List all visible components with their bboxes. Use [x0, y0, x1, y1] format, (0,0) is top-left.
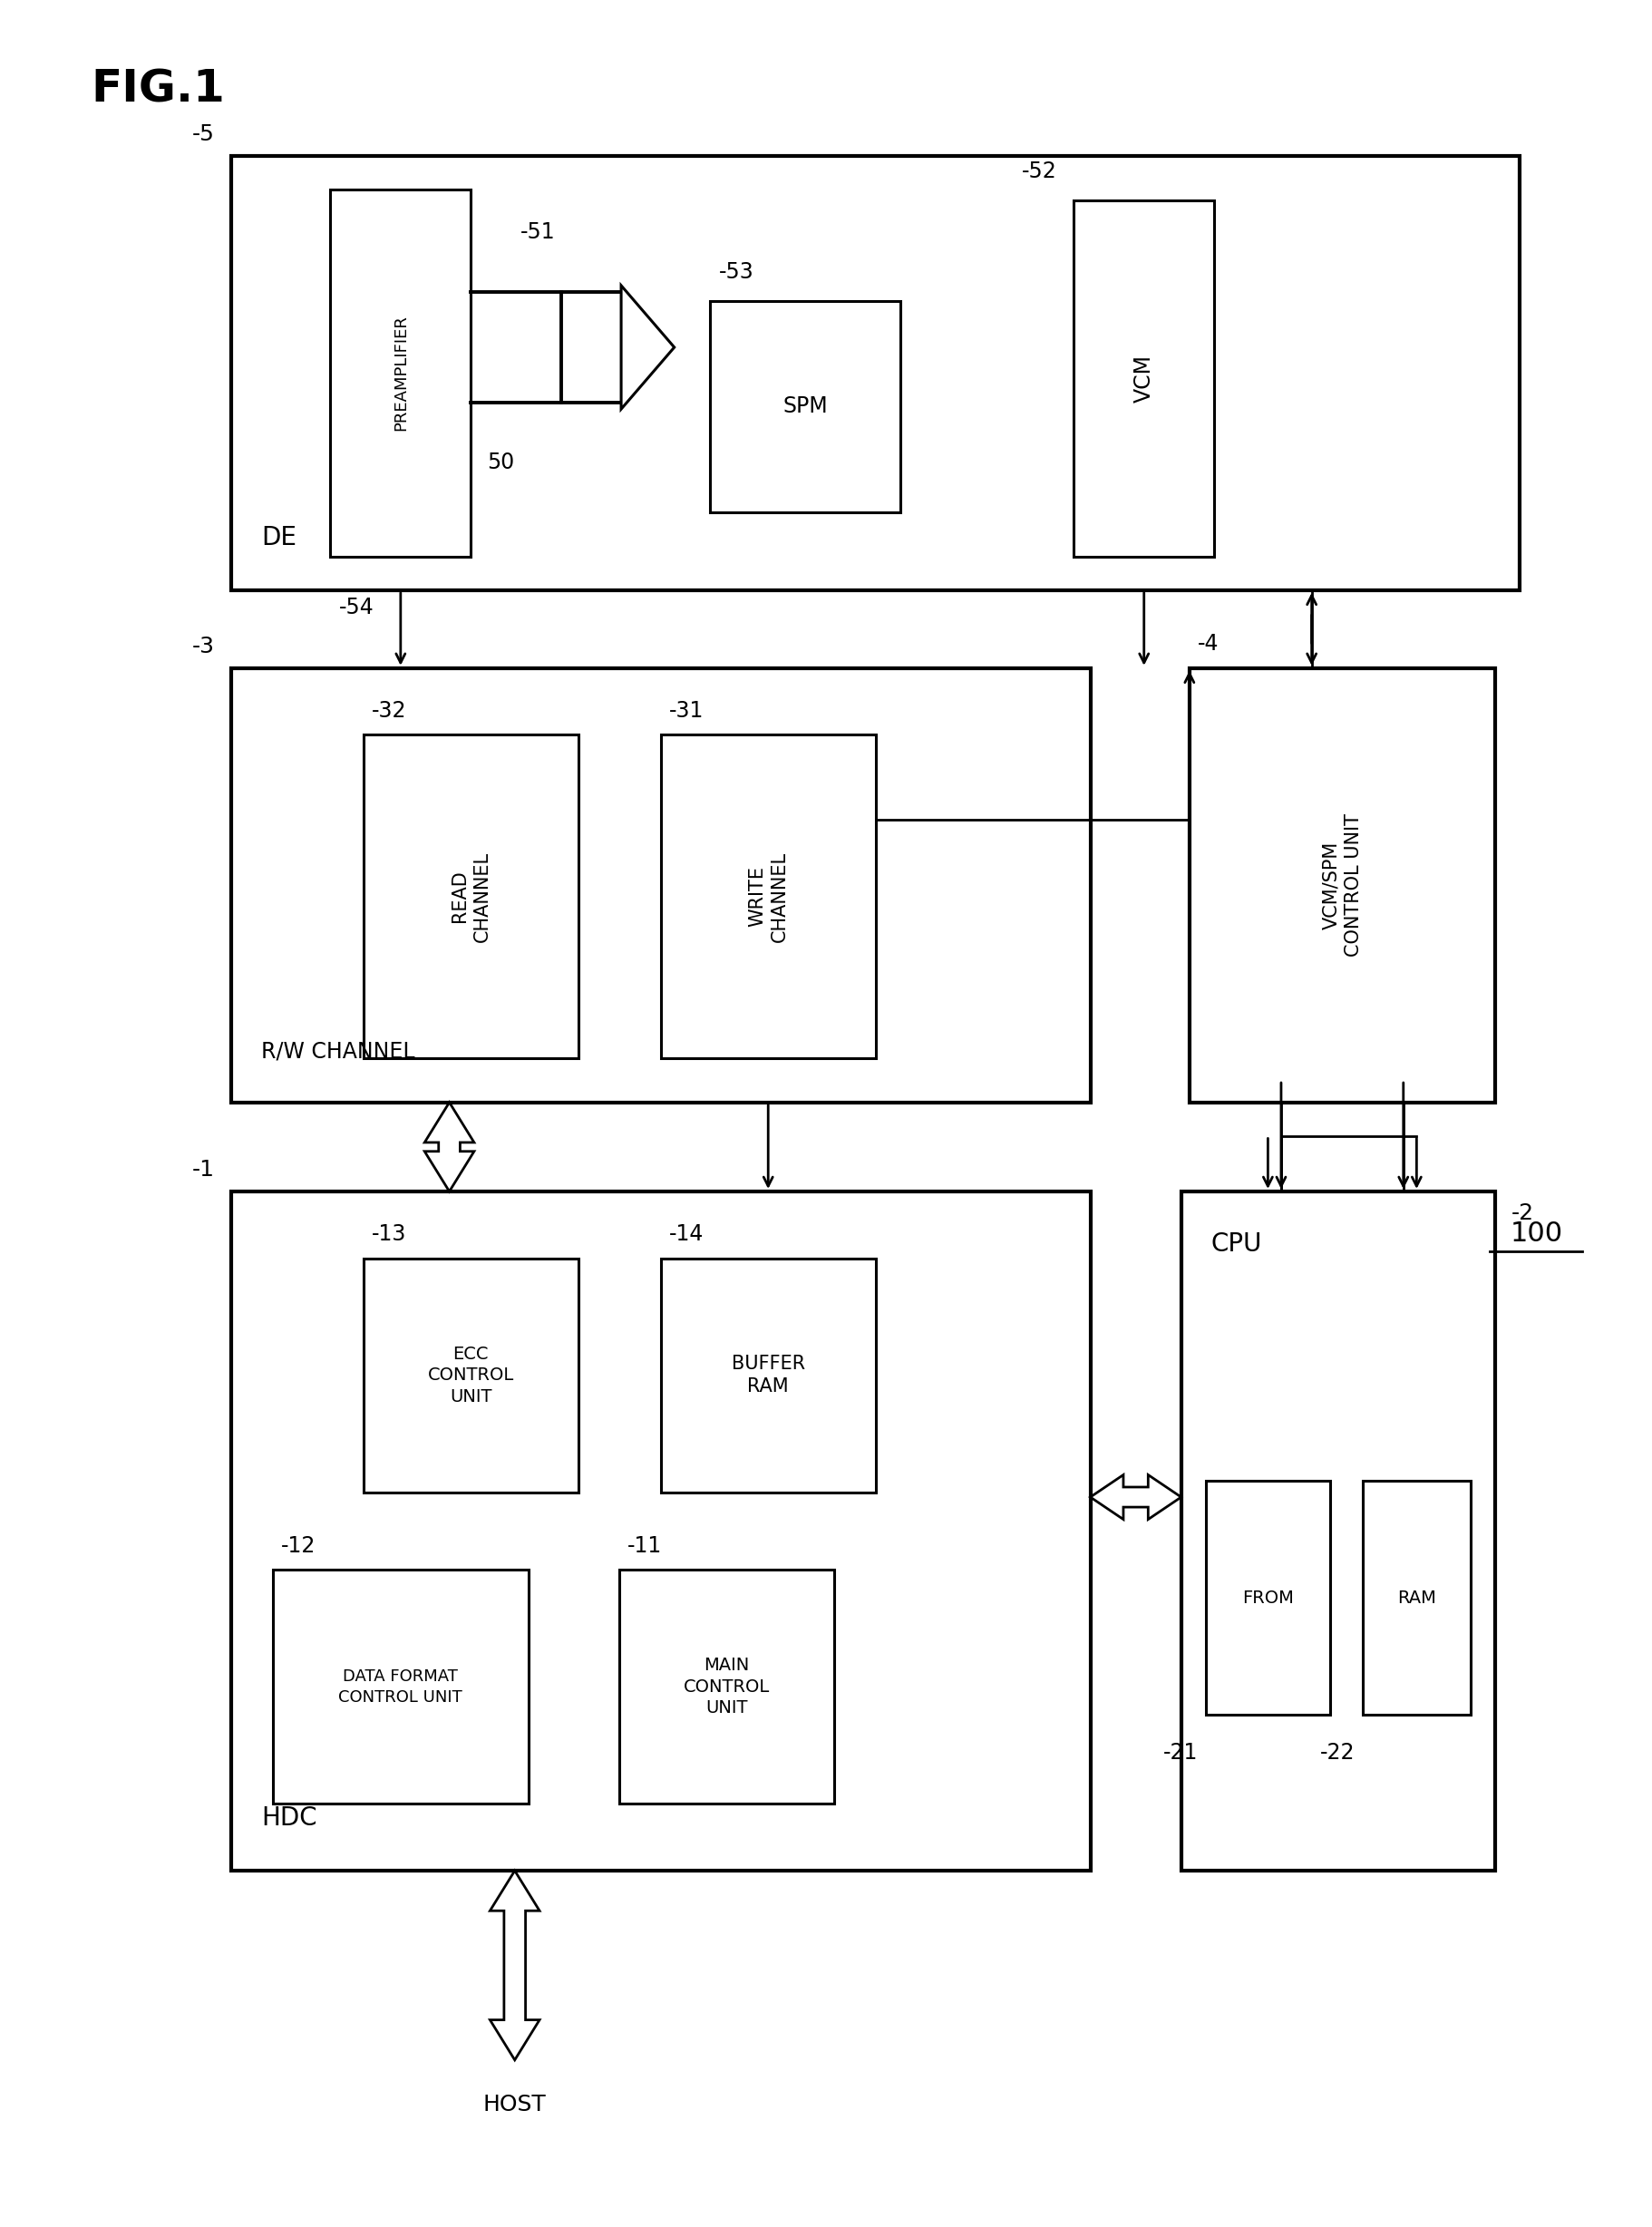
Text: MAIN
CONTROL
UNIT: MAIN CONTROL UNIT	[684, 1657, 770, 1717]
Text: WRITE
CHANNEL: WRITE CHANNEL	[748, 851, 788, 942]
Text: CPU: CPU	[1211, 1232, 1262, 1256]
Text: FIG.1: FIG.1	[91, 67, 225, 111]
Text: -31: -31	[669, 699, 704, 722]
Bar	[661, 1258, 876, 1492]
Bar	[1363, 1481, 1470, 1715]
Text: SPM: SPM	[783, 396, 828, 416]
Text: DATA FORMAT
CONTROL UNIT: DATA FORMAT CONTROL UNIT	[339, 1668, 463, 1706]
Text: ECC
CONTROL
UNIT: ECC CONTROL UNIT	[428, 1345, 514, 1405]
Bar	[710, 301, 900, 512]
Text: -22: -22	[1320, 1742, 1355, 1764]
Text: -2: -2	[1512, 1203, 1535, 1225]
Text: -53: -53	[719, 261, 753, 283]
Text: FROM: FROM	[1242, 1590, 1294, 1606]
Text: -51: -51	[520, 220, 555, 243]
Text: READ
CHANNEL: READ CHANNEL	[451, 851, 491, 942]
Text: -32: -32	[372, 699, 406, 722]
Text: -5: -5	[192, 122, 215, 145]
Text: HOST: HOST	[482, 2093, 547, 2116]
Bar	[231, 1191, 1090, 1871]
Bar	[1206, 1481, 1330, 1715]
Text: PREAMPLIFIER: PREAMPLIFIER	[393, 314, 408, 432]
Text: R/W CHANNEL: R/W CHANNEL	[261, 1040, 415, 1062]
Text: -1: -1	[192, 1158, 215, 1180]
Polygon shape	[425, 1102, 474, 1191]
Bar	[1181, 1191, 1495, 1871]
Text: -54: -54	[339, 597, 373, 619]
Text: RAM: RAM	[1398, 1590, 1436, 1606]
Text: -14: -14	[669, 1223, 704, 1245]
Bar	[661, 735, 876, 1058]
Text: -4: -4	[1198, 632, 1219, 655]
Text: 50: 50	[487, 452, 515, 472]
Bar	[231, 156, 1520, 590]
Polygon shape	[621, 285, 674, 410]
Bar	[1074, 200, 1214, 557]
Text: -52: -52	[1023, 160, 1057, 183]
Bar	[231, 668, 1090, 1102]
Bar	[1189, 668, 1495, 1102]
Bar	[363, 735, 578, 1058]
Text: VCM: VCM	[1133, 354, 1155, 403]
Text: -3: -3	[192, 635, 215, 657]
Polygon shape	[491, 1871, 540, 2060]
Text: DE: DE	[261, 526, 296, 550]
Polygon shape	[1090, 1474, 1181, 1519]
Text: BUFFER
RAM: BUFFER RAM	[732, 1354, 805, 1396]
Text: VCM/SPM
CONTROL UNIT: VCM/SPM CONTROL UNIT	[1322, 813, 1363, 958]
Text: -21: -21	[1163, 1742, 1198, 1764]
Bar	[620, 1570, 834, 1804]
Bar	[273, 1570, 529, 1804]
Bar	[330, 189, 471, 557]
Text: -11: -11	[628, 1534, 662, 1557]
Text: HDC: HDC	[261, 1806, 317, 1831]
Text: 100: 100	[1510, 1220, 1563, 1247]
Bar	[363, 1258, 578, 1492]
Text: -12: -12	[281, 1534, 316, 1557]
Text: -13: -13	[372, 1223, 406, 1245]
